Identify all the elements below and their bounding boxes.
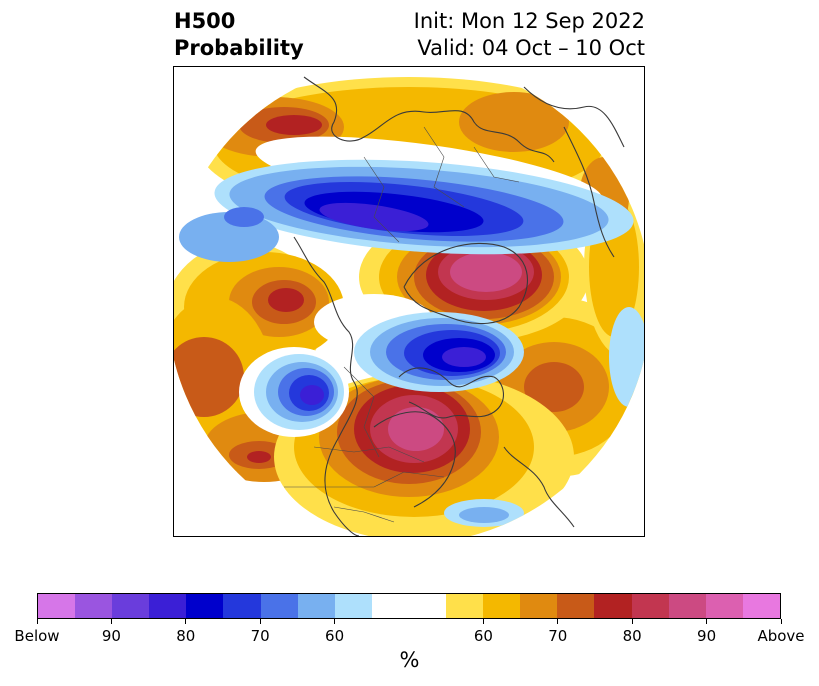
chart-title-left: H500 Probability	[174, 8, 304, 62]
colorbar-tick-mark	[631, 619, 633, 624]
title-line-variable: H500	[174, 9, 236, 33]
colorbar-tick-label: Below	[14, 627, 60, 645]
colorbar-tick-label: 80	[176, 627, 196, 645]
colorbar-tick-mark	[185, 619, 187, 624]
colorbar-tick-label: 60	[473, 627, 493, 645]
colorbar-unit-label: %	[399, 648, 420, 672]
colorbar-tick-mark	[482, 619, 484, 624]
colorbar-segment	[260, 594, 298, 618]
colorbar-tick-mark	[334, 619, 336, 624]
colorbar-segment	[668, 594, 706, 618]
colorbar-tick-label: 70	[548, 627, 568, 645]
colorbar-tick-label: 60	[325, 627, 345, 645]
colorbar-tick-label: Above	[757, 627, 805, 645]
colorbar-segment	[483, 594, 521, 618]
colorbar-segment	[223, 594, 261, 618]
colorbar-segment	[112, 594, 150, 618]
colorbar-segment	[334, 594, 372, 618]
colorbar-tick-label: 90	[101, 627, 121, 645]
colorbar-tick-mark	[110, 619, 112, 624]
colorbar-segment	[557, 594, 595, 618]
colorbar-segment	[446, 594, 484, 618]
colorbar-segment	[742, 594, 780, 618]
probability-shading	[174, 67, 644, 536]
colorbar-tick-mark	[706, 619, 708, 624]
colorbar-segment	[371, 594, 409, 618]
colorbar-tick-mark	[259, 619, 261, 624]
colorbar-tick-label: 90	[697, 627, 717, 645]
colorbar-segment	[186, 594, 224, 618]
colorbar-segment	[75, 594, 113, 618]
political-borders	[284, 126, 520, 523]
colorbar-segment	[705, 594, 743, 618]
probability-map	[173, 66, 645, 537]
title-line-product: Probability	[174, 36, 304, 60]
chart-title-right: Init: Mon 12 Sep 2022 Valid: 04 Oct – 10…	[414, 8, 645, 62]
colorbar-tick-mark	[36, 619, 38, 624]
colorbar-tick-mark	[557, 619, 559, 624]
colorbar-segment	[520, 594, 558, 618]
colorbar-segment	[594, 594, 632, 618]
valid-period-label: Valid: 04 Oct – 10 Oct	[417, 36, 645, 60]
colorbar-segment	[149, 594, 187, 618]
colorbar-tick-mark	[780, 619, 782, 624]
colorbar-tick-label: 70	[250, 627, 270, 645]
coastlines	[293, 76, 625, 536]
colorbar-tick-label: 80	[622, 627, 642, 645]
colorbar-segment	[631, 594, 669, 618]
colorbar-segment	[38, 594, 76, 618]
init-date-label: Init: Mon 12 Sep 2022	[413, 9, 645, 33]
probability-colorbar	[37, 593, 781, 619]
colorbar-segment	[297, 594, 335, 618]
colorbar-segment	[408, 594, 447, 618]
